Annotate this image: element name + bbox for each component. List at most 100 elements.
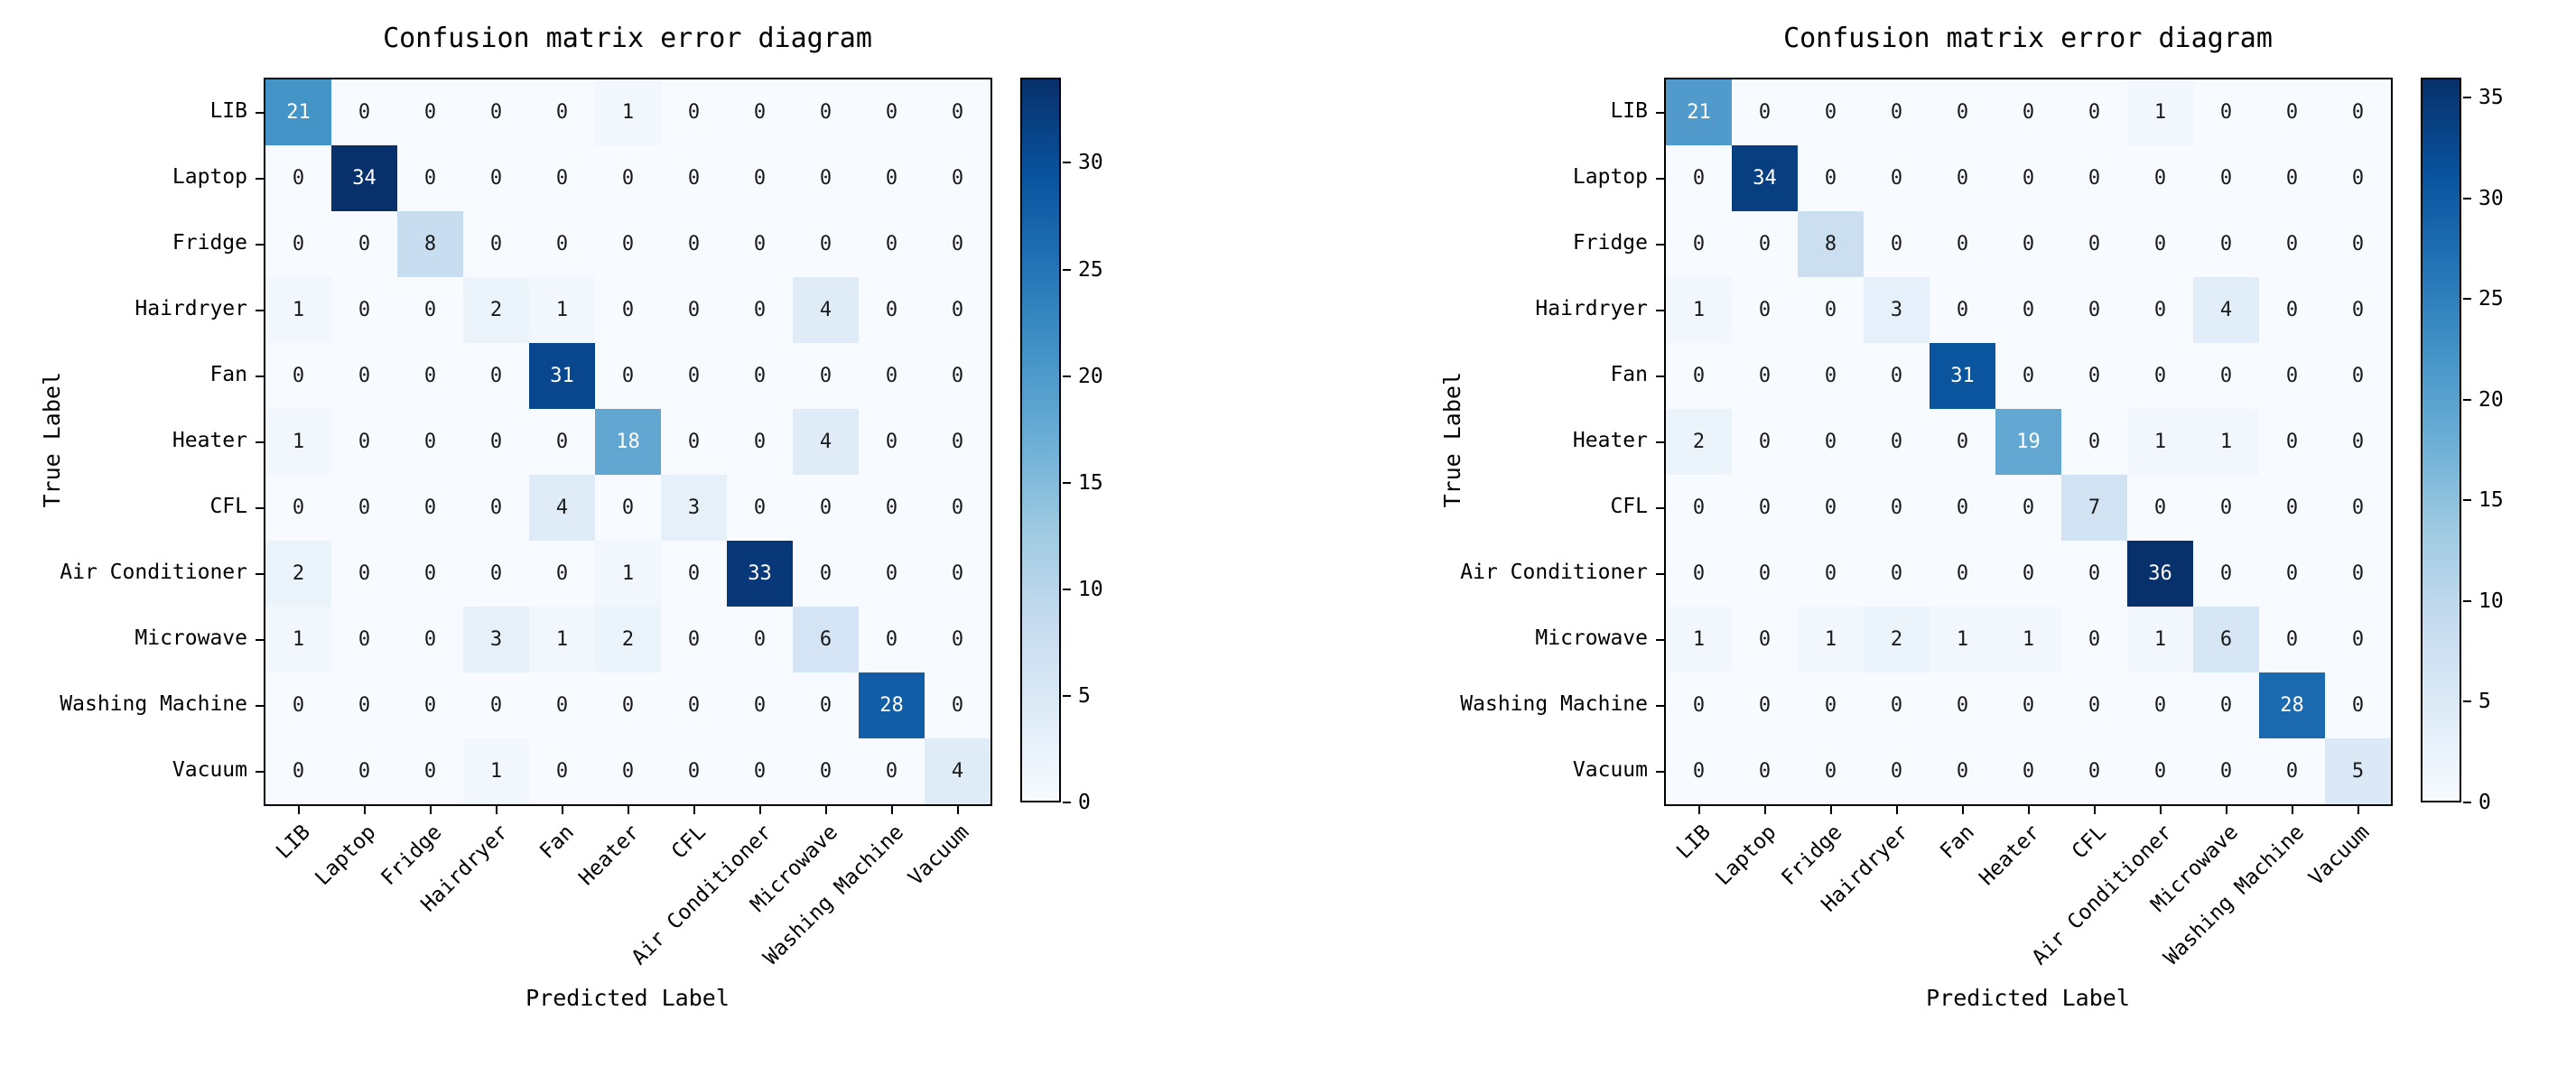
matrix-cell: 0 [1798,277,1864,343]
matrix-cell: 7 [2061,475,2127,541]
y-tick-mark [256,111,264,114]
matrix-cell: 1 [1666,607,1732,672]
matrix-cell: 0 [1666,541,1732,607]
matrix-cell: 0 [265,672,331,738]
x-tick-label: LIB [272,821,315,864]
matrix-cell: 0 [1930,79,1995,145]
matrix-cell: 0 [463,672,529,738]
matrix-cell: 0 [1864,79,1930,145]
matrix-cell: 0 [661,79,727,145]
matrix-cell: 0 [1732,672,1798,738]
matrix-cell: 0 [1995,475,2061,541]
matrix-cell: 0 [793,79,859,145]
matrix-cell: 0 [1732,541,1798,607]
colorbar-tick-label: 20 [1078,364,1103,388]
matrix-cell: 0 [2193,211,2259,277]
y-tick-mark [256,177,264,180]
matrix-cell: 0 [529,541,595,607]
y-tick-label: Fan [1610,362,1648,386]
matrix-cell: 1 [595,541,661,607]
matrix-cell: 0 [1864,343,1930,409]
matrix-cell: 0 [2193,343,2259,409]
matrix-cell: 8 [397,211,463,277]
matrix-cell: 0 [331,475,397,541]
matrix-cell: 0 [595,738,661,804]
matrix-cell: 0 [925,475,990,541]
matrix-cell: 0 [925,211,990,277]
y-tick-mark [1656,506,1664,509]
matrix-cell: 0 [1995,541,2061,607]
x-tick-mark [495,806,498,814]
x-tick-mark [693,806,695,814]
matrix-cell: 0 [727,277,793,343]
matrix-cell: 0 [1666,145,1732,211]
matrix-cell: 0 [793,343,859,409]
matrix-cell: 0 [2259,211,2325,277]
y-tick-label: Heater [172,428,247,452]
matrix-cell: 0 [1864,145,1930,211]
matrix-cell: 0 [859,343,925,409]
matrix-cell: 0 [2193,475,2259,541]
matrix-cell: 0 [925,672,990,738]
matrix-cell: 0 [1864,409,1930,475]
matrix-cell: 0 [1732,409,1798,475]
matrix-cell: 0 [1995,738,2061,804]
matrix-cell: 0 [2127,211,2193,277]
chart-title: Confusion matrix error diagram [1783,23,2273,54]
matrix-cell: 0 [727,145,793,211]
matrix-cell: 0 [2325,475,2391,541]
matrix-cell: 0 [265,343,331,409]
matrix-cell: 0 [661,541,727,607]
matrix-cell: 0 [793,541,859,607]
matrix-cell: 0 [1930,475,1995,541]
y-tick-mark [256,506,264,509]
matrix-cell: 0 [2259,475,2325,541]
colorbar-tick-mark [2463,97,2471,99]
x-tick-label: Laptop [311,821,381,891]
matrix-cell: 0 [1930,409,1995,475]
matrix-cell: 0 [331,343,397,409]
matrix-cell: 1 [2193,409,2259,475]
matrix-cell: 2 [595,607,661,672]
matrix-cell: 1 [2127,79,2193,145]
matrix-cell: 0 [1995,343,2061,409]
matrix-cell: 0 [595,211,661,277]
matrix-cell: 0 [727,672,793,738]
matrix-cell: 0 [1864,475,1930,541]
matrix-cell: 0 [1864,541,1930,607]
matrix-cell: 0 [1930,145,1995,211]
x-tick-mark [561,806,563,814]
x-tick-mark [1829,806,1832,814]
y-tick-label: Heater [1572,428,1648,452]
y-tick-label: Air Conditioner [1460,560,1648,584]
matrix-cell: 0 [2325,145,2391,211]
colorbar-tick-mark [1063,588,1071,590]
matrix-cell: 0 [2127,277,2193,343]
y-tick-label: Air Conditioner [60,560,247,584]
matrix-cell: 0 [661,607,727,672]
matrix-cell: 0 [1995,211,2061,277]
matrix-cell: 0 [925,541,990,607]
confusion-matrix-chart-left: True Label LIB Laptop Fridge Hairdryer Fan He… [31,13,1142,1085]
matrix-cell: 4 [793,277,859,343]
y-tick-mark [1656,177,1664,180]
matrix-cell: 0 [265,738,331,804]
y-tick-mark [256,440,264,443]
x-tick-mark [2027,806,2030,814]
matrix-cell: 0 [331,738,397,804]
colorbar-tick-mark [1063,802,1071,803]
matrix-cell: 34 [331,145,397,211]
colorbar-tick-label: 15 [2478,488,2504,513]
matrix-cell: 0 [727,409,793,475]
matrix-cell: 0 [331,277,397,343]
matrix-cell: 31 [1930,343,1995,409]
matrix-cell: 0 [397,541,463,607]
colorbar-tick-mark [2463,499,2471,502]
matrix-cell: 8 [1798,211,1864,277]
y-tick-mark [256,704,264,707]
matrix-cell: 0 [1798,672,1864,738]
matrix-cell: 31 [529,343,595,409]
matrix-cell: 1 [1930,607,1995,672]
matrix-cell: 3 [1864,277,1930,343]
matrix-cell: 0 [331,541,397,607]
